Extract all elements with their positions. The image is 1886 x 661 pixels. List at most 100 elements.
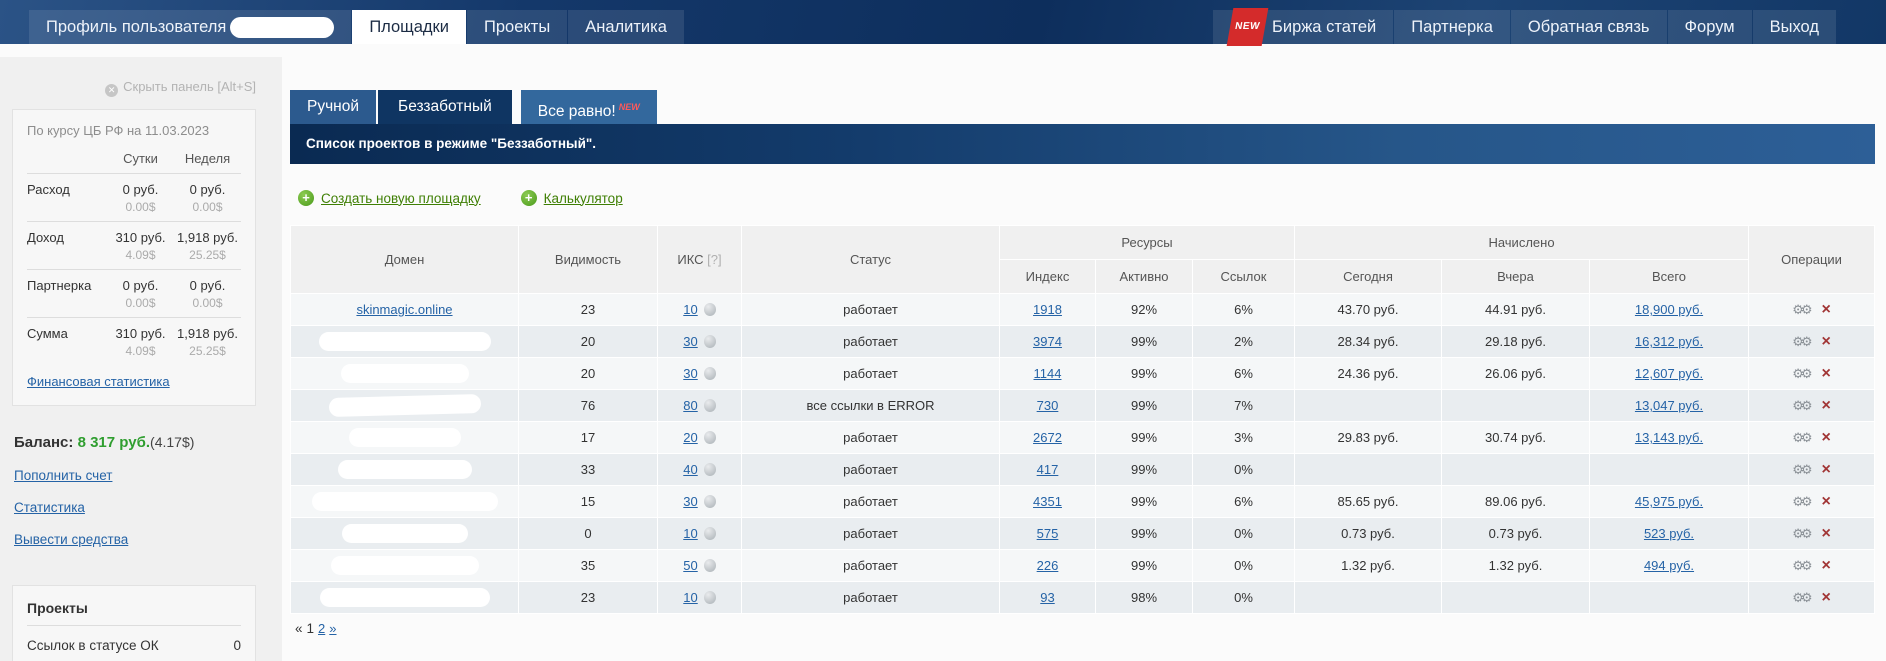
links-percent-cell: 6% [1193, 486, 1295, 518]
index-link[interactable]: 2672 [1033, 430, 1062, 445]
yesterday-cell [1442, 390, 1590, 422]
total-link[interactable]: 13,047 руб. [1635, 398, 1703, 413]
delete-icon[interactable]: × [1822, 557, 1831, 574]
iks-link[interactable]: 50 [683, 558, 697, 573]
delete-icon[interactable]: × [1822, 589, 1831, 606]
pagination-next[interactable]: » [329, 621, 336, 636]
statistics-link[interactable]: Статистика [14, 500, 282, 515]
index-link[interactable]: 3974 [1033, 334, 1062, 349]
delete-icon[interactable]: × [1822, 397, 1831, 414]
finance-statistics-link[interactable]: Финансовая статистика [27, 374, 170, 389]
links-percent-cell: 6% [1193, 358, 1295, 390]
index-link[interactable]: 1918 [1033, 302, 1062, 317]
iks-cell: 50 [658, 550, 742, 582]
iks-link[interactable]: 10 [683, 302, 697, 317]
index-cell: 730 [1000, 390, 1096, 422]
pagination-page-2[interactable]: 2 [318, 621, 325, 636]
total-link[interactable]: 13,143 руб. [1635, 430, 1703, 445]
settings-gears-icon[interactable]: ⚙⚙ [1792, 590, 1809, 605]
settings-gears-icon[interactable]: ⚙⚙ [1792, 366, 1809, 381]
delete-icon[interactable]: × [1822, 333, 1831, 350]
iks-link[interactable]: 30 [683, 494, 697, 509]
iks-link[interactable]: 30 [683, 366, 697, 381]
hide-panel-button[interactable]: ✕Скрыть панель [Alt+S] [0, 79, 256, 97]
settings-gears-icon[interactable]: ⚙⚙ [1792, 558, 1809, 573]
delete-icon[interactable]: × [1822, 429, 1831, 446]
total-link[interactable]: 494 руб. [1644, 558, 1694, 573]
settings-gears-icon[interactable]: ⚙⚙ [1792, 302, 1809, 317]
nav-item-feedback[interactable]: Обратная связь [1511, 10, 1667, 44]
col-active: Активно [1096, 260, 1193, 294]
content: ✕Скрыть панель [Alt+S] По курсу ЦБ РФ на… [0, 44, 1886, 661]
settings-gears-icon[interactable]: ⚙⚙ [1792, 430, 1809, 445]
index-link[interactable]: 93 [1040, 590, 1054, 605]
delete-icon[interactable]: × [1822, 493, 1831, 510]
settings-gears-icon[interactable]: ⚙⚙ [1792, 526, 1809, 541]
iks-link[interactable]: 10 [683, 526, 697, 541]
nav-item-logout[interactable]: Выход [1753, 10, 1836, 44]
iks-update-icon[interactable] [704, 591, 716, 604]
delete-icon[interactable]: × [1822, 301, 1831, 318]
today-cell [1295, 582, 1442, 614]
withdraw-link[interactable]: Вывести средства [14, 532, 282, 547]
nav-item-profile[interactable]: Профиль пользователя [29, 10, 351, 44]
active-percent-cell: 92% [1096, 294, 1193, 326]
iks-link[interactable]: 20 [683, 430, 697, 445]
iks-update-icon[interactable] [704, 399, 716, 412]
nav-item-affiliate[interactable]: Партнерка [1394, 10, 1510, 44]
iks-update-icon[interactable] [704, 367, 716, 380]
tab-vse-ravno[interactable]: Все равно!NEW [521, 90, 657, 124]
iks-update-icon[interactable] [704, 463, 716, 476]
iks-link[interactable]: 10 [683, 590, 697, 605]
iks-help-icon[interactable]: [?] [707, 252, 721, 267]
settings-gears-icon[interactable]: ⚙⚙ [1792, 494, 1809, 509]
iks-update-icon[interactable] [704, 527, 716, 540]
iks-update-icon[interactable] [704, 495, 716, 508]
iks-update-icon[interactable] [704, 559, 716, 572]
today-cell: 1.32 руб. [1295, 550, 1442, 582]
calculator-button[interactable]: + Калькулятор [521, 190, 623, 206]
index-link[interactable]: 4351 [1033, 494, 1062, 509]
index-link[interactable]: 575 [1037, 526, 1059, 541]
operations-cell: ⚙⚙ × [1749, 358, 1875, 390]
iks-update-icon[interactable] [704, 335, 716, 348]
settings-gears-icon[interactable]: ⚙⚙ [1792, 334, 1809, 349]
nav-item-platforms[interactable]: Площадки [352, 10, 466, 44]
total-link[interactable]: 12,607 руб. [1635, 366, 1703, 381]
settings-gears-icon[interactable]: ⚙⚙ [1792, 398, 1809, 413]
index-link[interactable]: 417 [1037, 462, 1059, 477]
delete-icon[interactable]: × [1822, 525, 1831, 542]
topup-link[interactable]: Пополнить счет [14, 468, 282, 483]
index-link[interactable]: 1144 [1034, 366, 1062, 381]
iks-link[interactable]: 40 [683, 462, 697, 477]
nav-item-projects[interactable]: Проекты [467, 10, 567, 44]
delete-icon[interactable]: × [1822, 461, 1831, 478]
iks-link[interactable]: 30 [683, 334, 697, 349]
yesterday-cell: 0.73 руб. [1442, 518, 1590, 550]
projects-table-header: Домен Видимость ИКС [?] Статус Ресурсы Н… [291, 226, 1875, 294]
create-platform-button[interactable]: + Создать новую площадку [298, 190, 481, 206]
pagination: «12» [295, 621, 1875, 636]
total-cell [1590, 454, 1749, 486]
tab-carefree[interactable]: Беззаботный [378, 90, 512, 124]
index-link[interactable]: 226 [1037, 558, 1059, 573]
tab-manual[interactable]: Ручной [290, 90, 376, 124]
delete-icon[interactable]: × [1822, 365, 1831, 382]
total-link[interactable]: 45,975 руб. [1635, 494, 1703, 509]
total-link[interactable]: 523 руб. [1644, 526, 1694, 541]
iks-update-icon[interactable] [704, 303, 716, 316]
iks-update-icon[interactable] [704, 431, 716, 444]
domain-cell [291, 518, 519, 550]
active-percent-cell: 99% [1096, 454, 1193, 486]
domain-link[interactable]: skinmagic.online [356, 302, 452, 317]
total-link[interactable]: 16,312 руб. [1635, 334, 1703, 349]
nav-item-forum[interactable]: Форум [1668, 10, 1752, 44]
nav-item-analytics[interactable]: Аналитика [568, 10, 684, 44]
nav-item-article-exchange[interactable]: NEW Биржа статей [1213, 10, 1393, 44]
total-link[interactable]: 18,900 руб. [1635, 302, 1703, 317]
index-cell: 575 [1000, 518, 1096, 550]
settings-gears-icon[interactable]: ⚙⚙ [1792, 462, 1809, 477]
domain-cell [291, 582, 519, 614]
iks-link[interactable]: 80 [683, 398, 697, 413]
index-link[interactable]: 730 [1037, 398, 1059, 413]
